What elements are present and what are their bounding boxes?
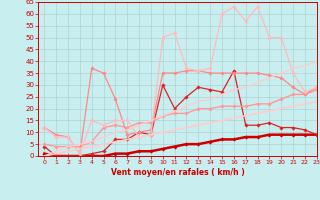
X-axis label: Vent moyen/en rafales ( km/h ): Vent moyen/en rafales ( km/h ): [111, 168, 244, 177]
